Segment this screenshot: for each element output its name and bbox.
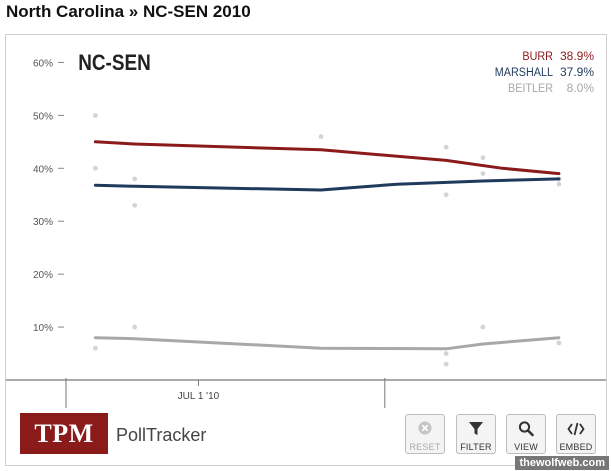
reset-label: RESET — [409, 442, 441, 452]
page-title: North Carolina » NC-SEN 2010 — [6, 2, 251, 21]
view-button[interactable]: VIEW — [506, 414, 546, 454]
poll-point — [93, 165, 98, 171]
poll-point — [443, 361, 449, 367]
poll-point — [318, 134, 324, 139]
magnifier-icon — [518, 421, 534, 437]
chart-title: NC-SEN — [78, 51, 150, 76]
legend-name-burr: BURR — [522, 51, 553, 64]
poll-point — [132, 324, 138, 330]
chart-panel — [5, 34, 607, 466]
x-tick-label: JUL 1 '10 — [178, 391, 220, 402]
poll-point — [132, 176, 138, 182]
code-icon — [567, 422, 585, 436]
tpm-logo[interactable]: TPM — [20, 413, 108, 454]
poll-point — [556, 340, 562, 346]
funnel-icon — [469, 422, 483, 435]
poll-point — [443, 192, 449, 198]
polltracker-label: PollTracker — [116, 425, 207, 445]
y-tick-label: 30% — [33, 217, 53, 228]
legend-value-marshall: 37.9% — [560, 65, 594, 79]
poll-point — [480, 324, 486, 330]
poll-point — [556, 181, 562, 187]
reset-button[interactable]: RESET — [405, 414, 445, 454]
poll-point — [480, 171, 486, 177]
embed-label: EMBED — [559, 442, 593, 452]
legend-name-marshall: MARSHALL — [495, 67, 553, 80]
legend-value-burr: 38.9% — [560, 49, 594, 63]
y-tick-label: 20% — [33, 270, 53, 281]
y-tick-label: 10% — [33, 323, 53, 334]
poll-point — [93, 345, 98, 351]
view-label: VIEW — [514, 442, 538, 452]
y-tick-label: 60% — [33, 58, 53, 69]
close-circle-icon — [418, 421, 432, 435]
trend-line-beitler — [93, 336, 561, 351]
embed-button[interactable]: EMBED — [556, 414, 596, 454]
y-tick-label: 40% — [33, 164, 53, 175]
legend-value-beitler: 8.0% — [567, 81, 595, 95]
poll-point — [443, 351, 449, 356]
filter-label: FILTER — [460, 442, 492, 452]
trend-line-marshall — [93, 177, 561, 192]
legend-name-beitler: BEITLER — [508, 83, 553, 96]
poll-point — [480, 155, 486, 161]
watermark: thewolfweb.com — [515, 456, 609, 470]
poll-point — [132, 202, 138, 208]
poll-point — [93, 112, 98, 118]
y-tick-label: 50% — [33, 111, 53, 122]
trend-line-burr — [93, 140, 561, 176]
poll-point — [443, 144, 449, 150]
filter-button[interactable]: FILTER — [456, 414, 496, 454]
